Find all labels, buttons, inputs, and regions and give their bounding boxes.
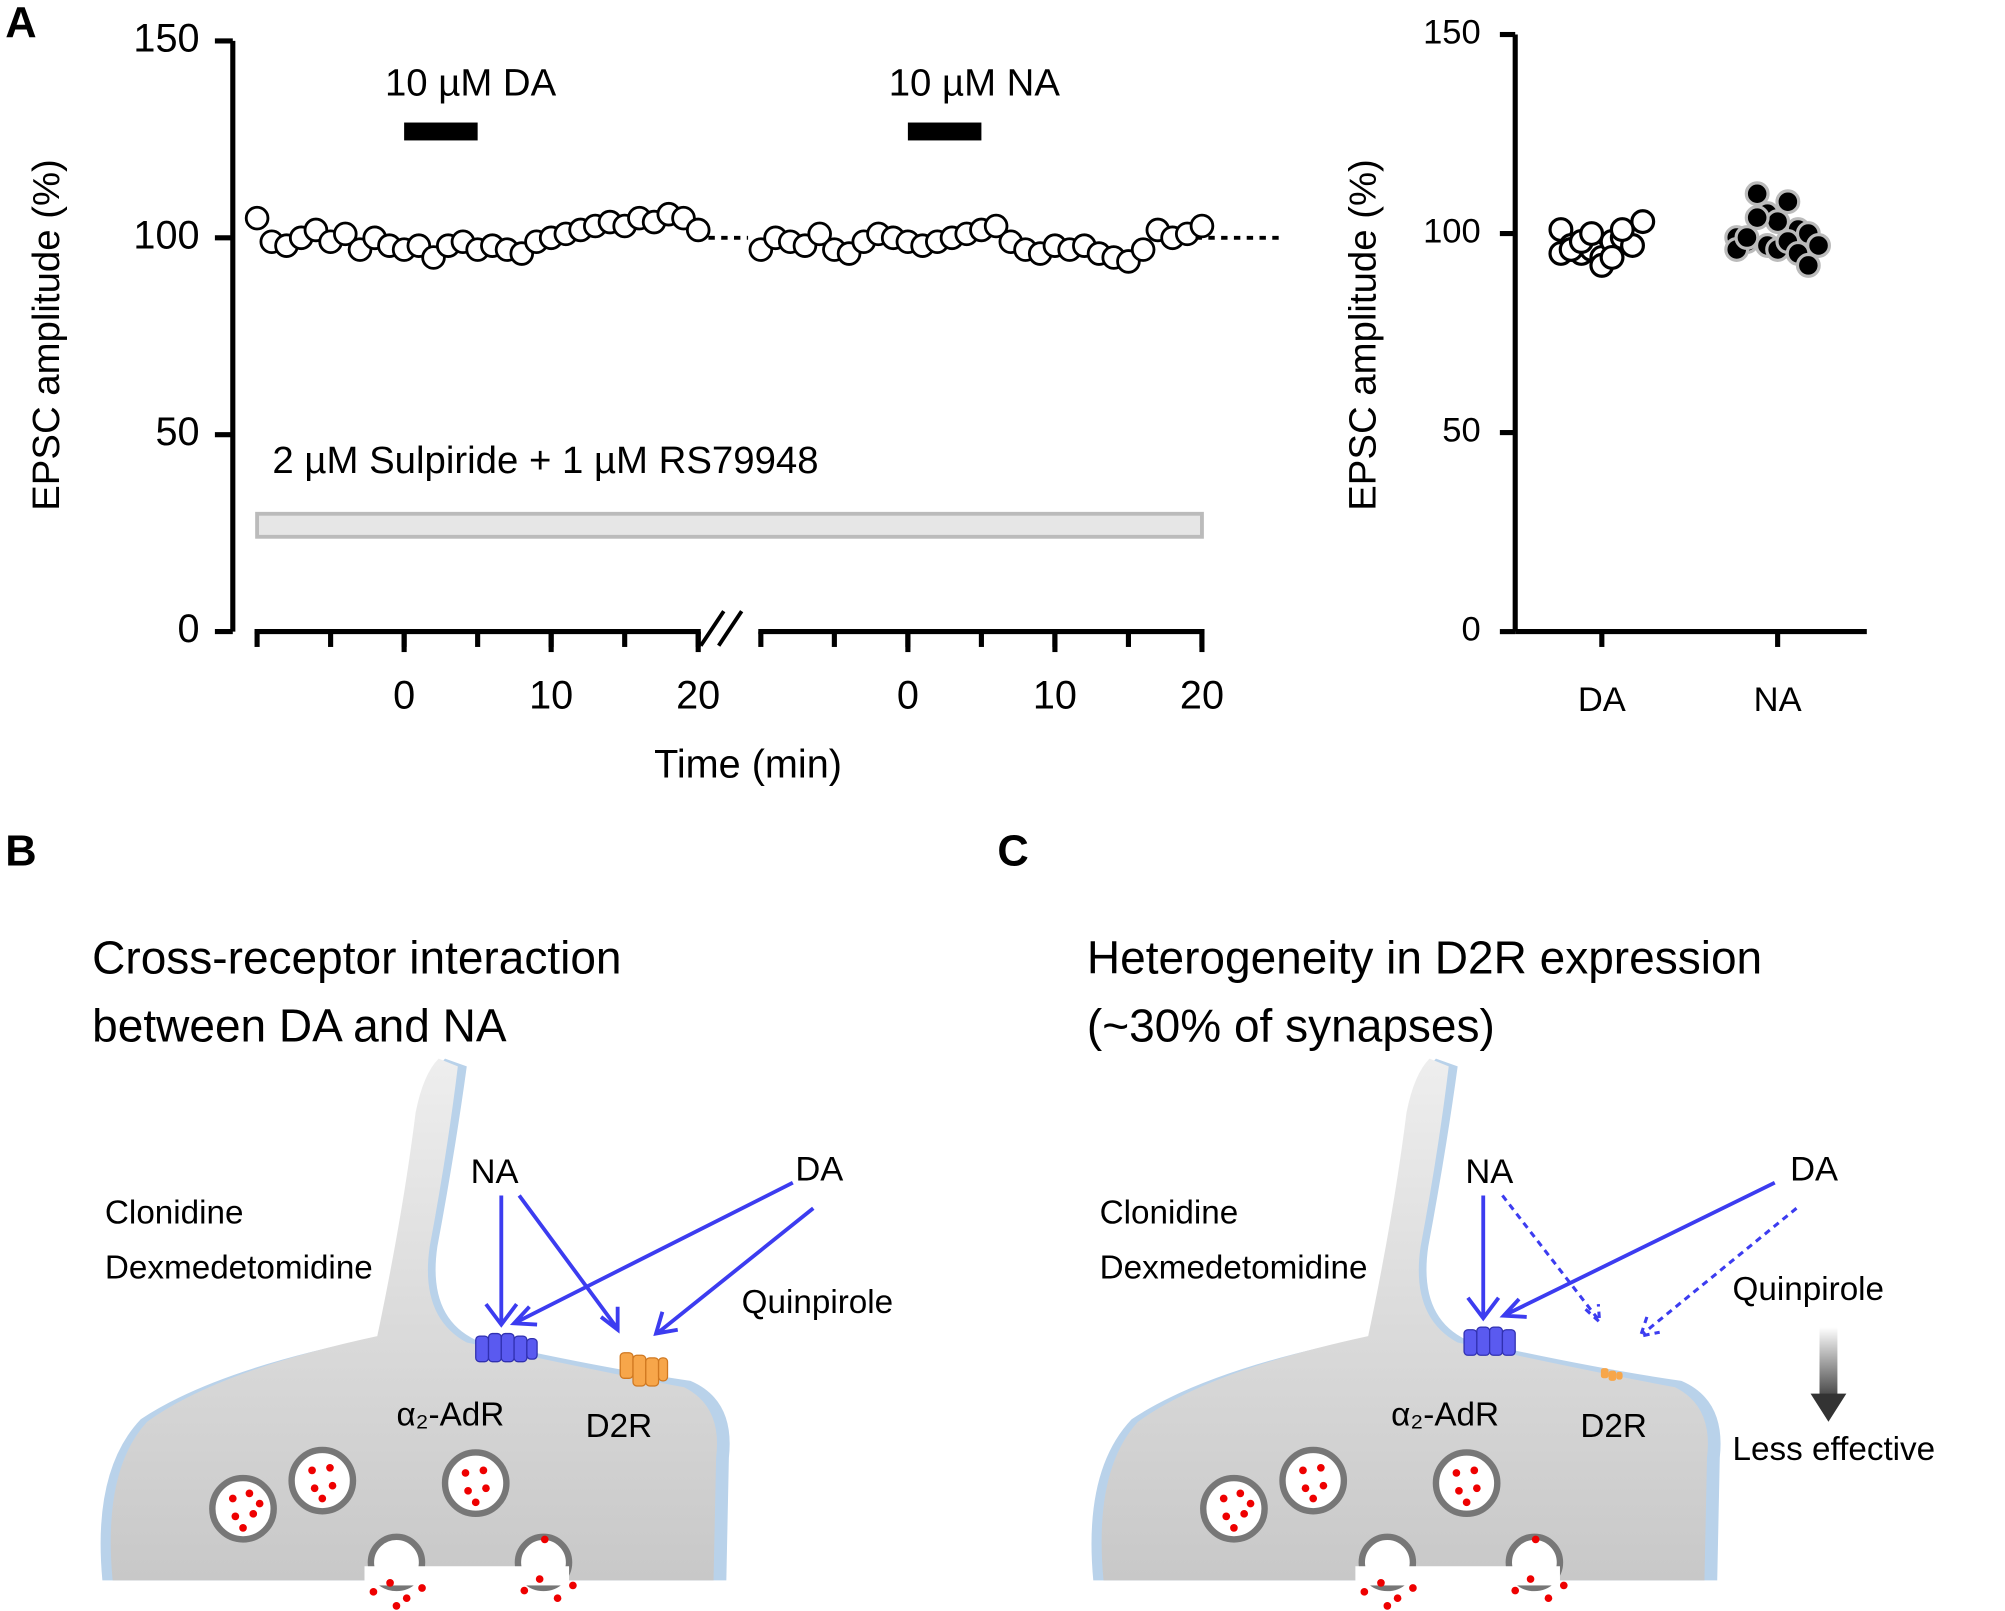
- x-axis-label: Time (min): [654, 743, 842, 787]
- data-point: [685, 217, 711, 243]
- diagram-c: Heterogeneity in D2R expression (~30% of …: [1087, 932, 1935, 1610]
- y-tick-label: 0: [178, 607, 200, 651]
- x-tick-label: 0: [393, 674, 415, 718]
- diagram-text: (~30% of synapses): [1087, 999, 1495, 1051]
- data-point: [807, 221, 832, 247]
- data-point: [1744, 181, 1770, 207]
- drug-bar: [404, 122, 478, 141]
- y-axis-label: EPSC amplitude (%): [1342, 159, 1385, 511]
- panel-label: C: [997, 828, 1028, 876]
- panel-label: A: [5, 0, 36, 47]
- diagram-text: Clonidine: [105, 1194, 244, 1231]
- diagram-text: α₂-AdR: [396, 1396, 504, 1433]
- data-point: [1795, 252, 1821, 278]
- data-point: [1130, 237, 1156, 262]
- diagram-text: Dexmedetomidine: [1100, 1249, 1368, 1286]
- data-point: [1630, 209, 1656, 235]
- x-tick-label: 10: [529, 674, 573, 718]
- x-tick-label: NA: [1754, 681, 1802, 719]
- diagram-text: α₂-AdR: [1391, 1396, 1499, 1433]
- data-point: [1189, 213, 1215, 239]
- treatment-bar: [255, 511, 1204, 539]
- y-tick-label: 150: [1423, 14, 1481, 52]
- y-tick-label: 50: [1442, 412, 1480, 450]
- time-course-chart: EPSC amplitude (%) Time (min) 0501001500…: [25, 16, 1279, 787]
- diagram-text: Heterogeneity in D2R expression: [1087, 932, 1762, 984]
- diagram-text: D2R: [586, 1408, 653, 1445]
- diagram-text: D2R: [1580, 1408, 1647, 1445]
- diagram-text: DA: [795, 1150, 843, 1188]
- diagram-text: Quinpirole: [742, 1284, 894, 1321]
- y-tick-label: 50: [155, 410, 199, 454]
- data-point: [1609, 217, 1635, 243]
- y-tick-label: 150: [133, 16, 199, 60]
- data-point: [333, 221, 358, 247]
- drug-label: 10 µM NA: [889, 62, 1061, 105]
- data-point: [1765, 209, 1791, 235]
- diagram-text: Quinpirole: [1733, 1271, 1884, 1308]
- data-point: [1579, 221, 1605, 247]
- data-point: [1744, 205, 1770, 231]
- dot-chart: EPSC amplitude (%) 0 50 100 150 DA NA: [1342, 14, 1867, 719]
- diagram-text: Less effective: [1733, 1431, 1936, 1468]
- diagram-b: Cross-receptor interaction between DA and…: [92, 932, 893, 1610]
- data-point: [1806, 233, 1832, 258]
- y-tick-label: 100: [133, 213, 199, 257]
- x-tick-label: DA: [1578, 681, 1626, 719]
- treatment-label: 2 µM Sulpiride + 1 µM RS79948: [272, 439, 818, 482]
- diagram-text: Cross-receptor interaction: [92, 932, 621, 984]
- drug-label: 10 µM DA: [385, 62, 557, 105]
- diagram-text: NA: [471, 1153, 519, 1191]
- x-tick-label: 20: [676, 674, 720, 718]
- axis-break: [699, 610, 744, 647]
- y-tick-label: 100: [1423, 213, 1481, 251]
- data-point: [983, 213, 1009, 239]
- y-tick-label: 0: [1461, 611, 1480, 649]
- panel-label: B: [5, 828, 36, 876]
- x-tick-label: 20: [1180, 674, 1224, 718]
- diagram-text: Clonidine: [1100, 1194, 1239, 1231]
- x-tick-label: 10: [1033, 674, 1077, 718]
- diagram-text: between DA and NA: [92, 999, 507, 1051]
- x-tick-label: 0: [897, 674, 919, 718]
- data-point: [1599, 244, 1625, 270]
- data-point: [244, 205, 270, 231]
- y-axis-label: EPSC amplitude (%): [25, 159, 68, 511]
- diagram-text: Dexmedetomidine: [105, 1249, 373, 1286]
- diagram-text: DA: [1790, 1150, 1838, 1188]
- diagram-text: NA: [1465, 1153, 1513, 1191]
- data-point: [1775, 189, 1801, 215]
- drug-bar: [907, 122, 982, 141]
- data-point: [1734, 225, 1760, 250]
